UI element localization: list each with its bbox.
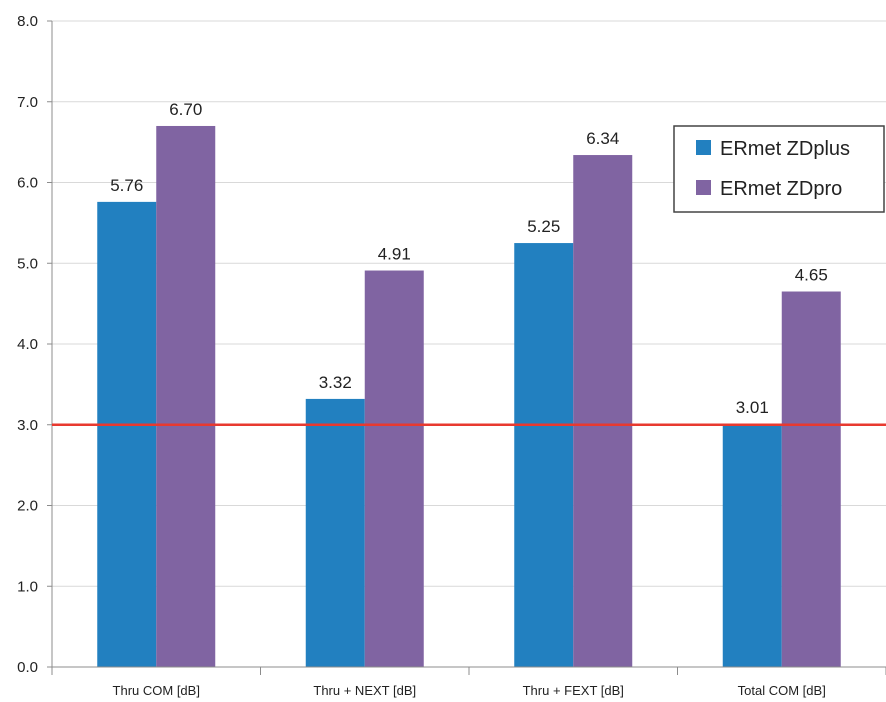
y-tick-label: 5.0: [17, 255, 38, 272]
bar: [514, 243, 574, 667]
data-label: 5.25: [527, 217, 560, 236]
data-label: 6.70: [169, 100, 202, 119]
y-tick-label: 2.0: [17, 498, 38, 515]
x-category-label: Thru COM [dB]: [113, 683, 200, 698]
legend-swatch: [696, 140, 711, 155]
bar: [97, 201, 157, 667]
y-tick-label: 4.0: [17, 336, 38, 353]
y-tick-label: 1.0: [17, 578, 38, 595]
legend: ERmet ZDplus ERmet ZDpro: [673, 125, 885, 213]
bar: [156, 125, 216, 668]
bar: [573, 155, 633, 668]
data-label: 4.65: [795, 266, 828, 285]
x-axis: Thru COM [dB] Thru + NEXT [dB] Thru + FEXT…: [51, 666, 886, 698]
bars: [97, 125, 841, 668]
y-tick-label: 6.0: [17, 175, 38, 192]
bar: [722, 423, 782, 667]
y-axis: 0.0 1.0 2.0 3.0 4.0 5.0 6.0 7.0 8.0: [17, 13, 53, 676]
bar: [781, 291, 841, 667]
y-tick-label: 0.0: [17, 659, 38, 676]
bar: [364, 270, 424, 667]
y-tick-label: 3.0: [17, 417, 38, 434]
x-category-label: Total COM [dB]: [738, 683, 826, 698]
x-category-label: Thru + FEXT [dB]: [523, 683, 624, 698]
y-tick-label: 7.0: [17, 94, 38, 111]
data-label: 3.01: [736, 398, 769, 417]
data-label: 5.76: [110, 176, 143, 195]
data-labels: 5.76 3.32 5.25 3.01 6.70 4.91 6.34 4.65: [110, 100, 828, 417]
legend-swatch: [696, 180, 711, 195]
x-category-label: Thru + NEXT [dB]: [313, 683, 416, 698]
data-label: 4.91: [378, 245, 411, 264]
data-label: 6.34: [586, 129, 619, 148]
bar: [305, 398, 365, 667]
legend-label: ERmet ZDplus: [720, 138, 850, 160]
legend-label: ERmet ZDpro: [720, 178, 842, 200]
y-tick-label: 8.0: [17, 13, 38, 30]
data-label: 3.32: [319, 373, 352, 392]
